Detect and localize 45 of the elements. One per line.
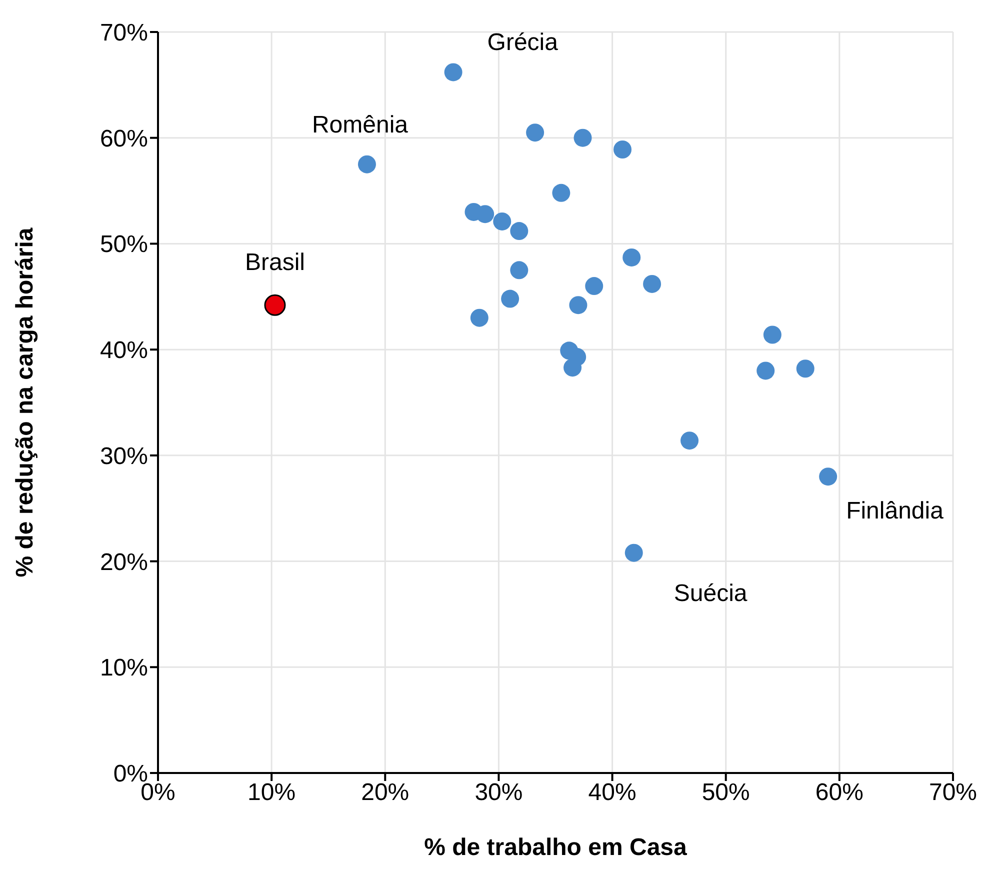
point — [763, 326, 782, 344]
point — [510, 261, 528, 280]
x-tick-label: 20% — [361, 779, 410, 806]
x-tick-label: 30% — [474, 779, 523, 806]
x-tick-label: 60% — [815, 779, 864, 806]
x-tick-label: 40% — [588, 779, 636, 806]
point — [564, 358, 582, 377]
y-tick-label: 20% — [100, 548, 148, 576]
point — [796, 360, 814, 378]
point — [264, 294, 286, 316]
point — [624, 544, 643, 562]
annotation: Grécia — [487, 29, 559, 56]
point — [819, 468, 838, 486]
point — [470, 308, 488, 327]
point — [358, 155, 376, 174]
y-axis-title: % de redução na carga horária — [12, 227, 39, 578]
point — [526, 124, 544, 142]
y-tick-label: 30% — [100, 442, 148, 470]
point — [585, 277, 604, 296]
point — [510, 222, 528, 240]
annotation: Suécia — [674, 580, 748, 607]
y-tick-label: 60% — [100, 125, 148, 152]
point — [574, 128, 592, 147]
y-tick-label: 40% — [100, 337, 148, 364]
point — [756, 362, 775, 380]
y-tick-label: 50% — [100, 231, 148, 258]
x-tick-label: 10% — [248, 779, 296, 806]
y-tick-label: 10% — [100, 654, 148, 682]
annotation: Romênia — [312, 111, 409, 138]
point — [444, 63, 462, 82]
point — [493, 212, 512, 230]
point — [680, 432, 699, 450]
x-tick-label: 70% — [928, 779, 978, 806]
point — [643, 274, 662, 293]
annotation: Finlândia — [846, 498, 944, 525]
point — [569, 296, 588, 314]
point — [622, 248, 641, 266]
y-tick-label: 70% — [100, 20, 148, 47]
x-axis-title: % de trabalho em Casa — [424, 834, 688, 861]
point — [476, 205, 494, 224]
point — [614, 140, 632, 158]
point — [552, 184, 570, 202]
annotation: Brasil — [244, 249, 305, 276]
point — [501, 290, 520, 308]
x-tick-label: 50% — [702, 779, 750, 806]
